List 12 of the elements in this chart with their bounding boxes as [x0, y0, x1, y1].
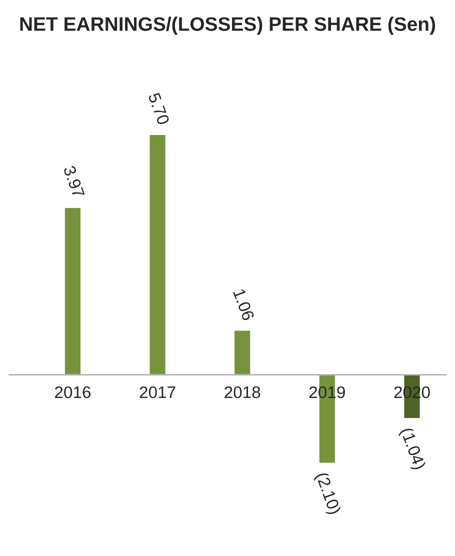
data-label: 5.70	[148, 92, 170, 126]
data-label: 1.06	[233, 288, 255, 322]
x-tick-label: 2016	[55, 386, 91, 398]
chart-title: NET EARNINGS/(LOSSES) PER SHARE (Sen)	[20, 16, 436, 35]
bar	[148, 134, 167, 376]
data-label: (2.10)	[312, 472, 342, 516]
data-label: (1.04)	[398, 426, 426, 472]
x-tick-label: 2017	[140, 386, 176, 398]
x-tick-label: 2018	[224, 386, 260, 398]
bar	[233, 329, 252, 376]
data-label: 3.97	[63, 165, 85, 198]
bar	[64, 206, 82, 376]
